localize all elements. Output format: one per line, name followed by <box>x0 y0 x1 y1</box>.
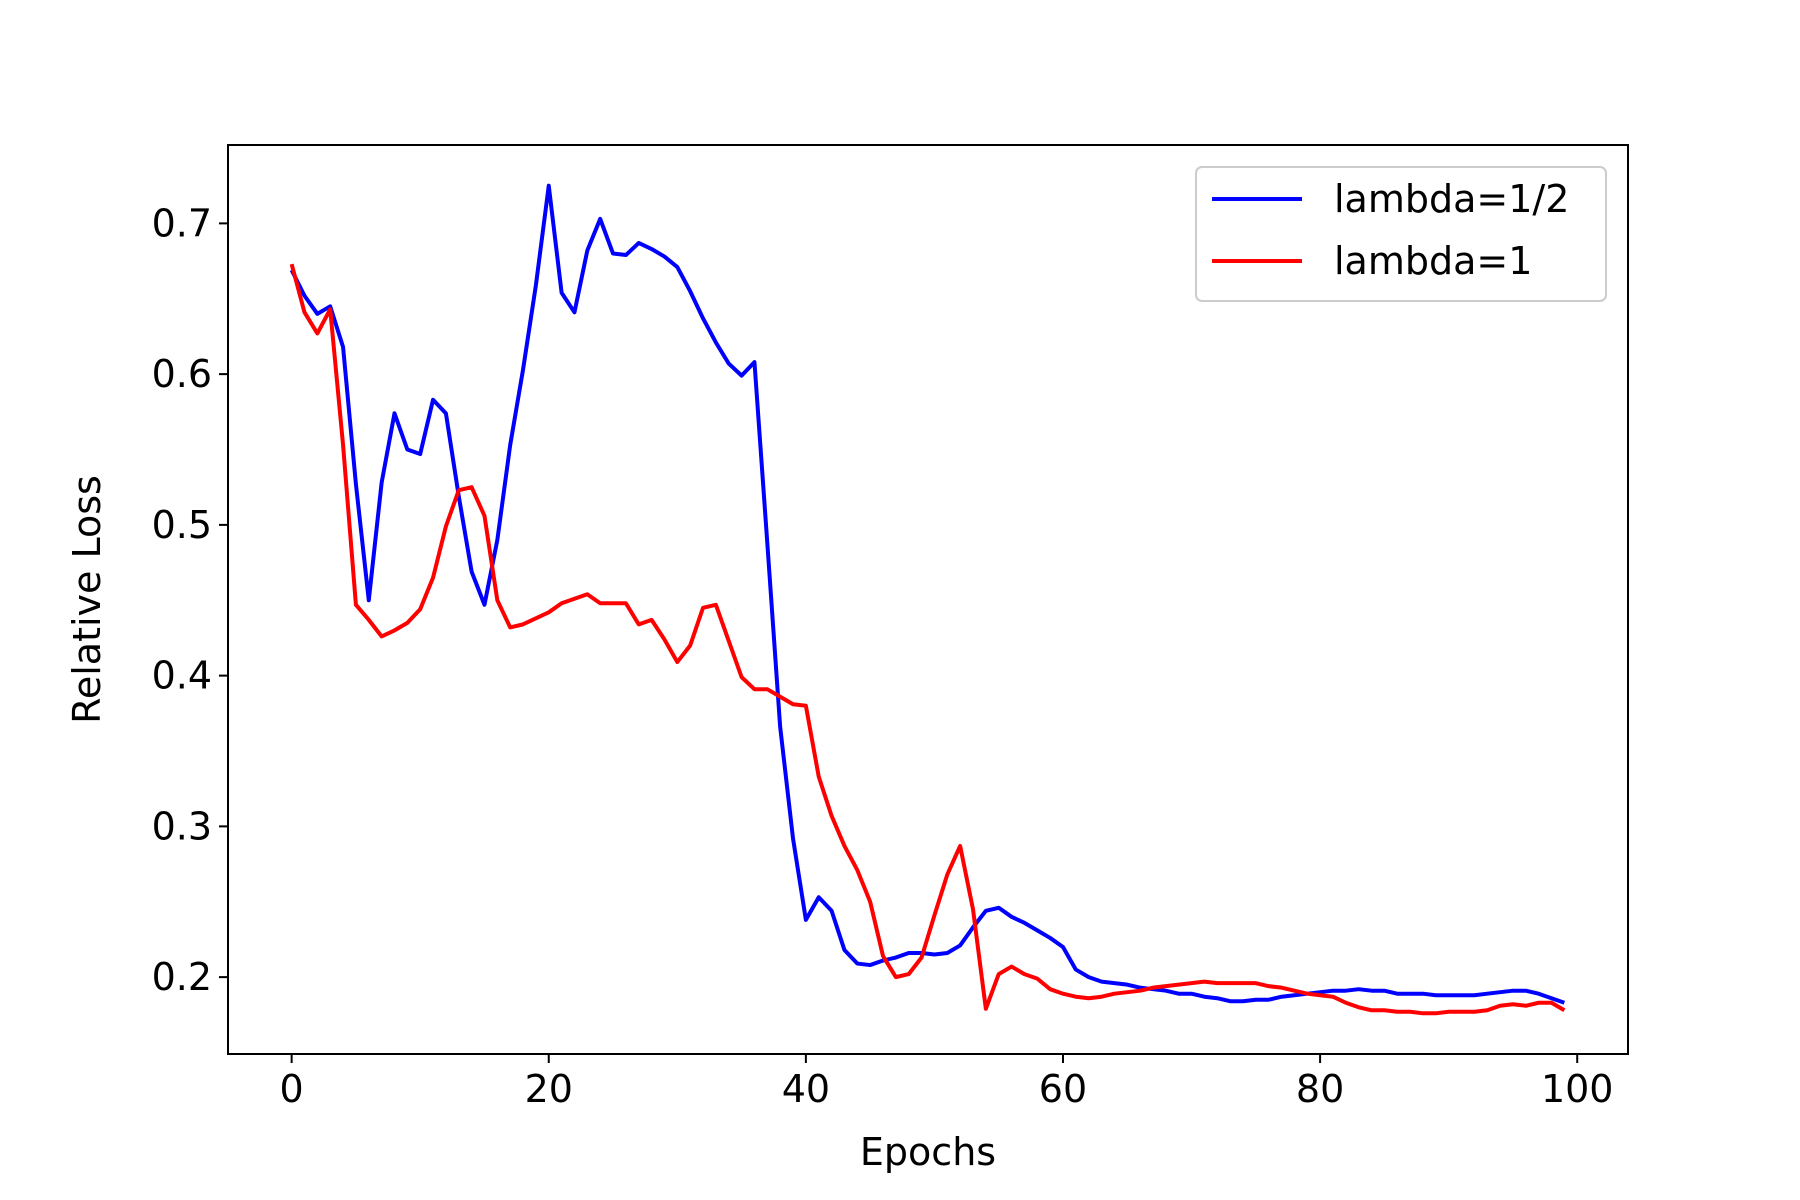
y-tick-label: 0.3 <box>152 804 212 848</box>
y-tick-label: 0.2 <box>152 955 212 999</box>
series-line-lambda-half <box>289 183 1566 1005</box>
x-axis-ticks: 0 20 40 60 80 100 <box>280 1054 1614 1111</box>
y-tick-label: 0.5 <box>152 503 212 547</box>
series-layer <box>289 183 1566 1016</box>
y-tick-label: 0.4 <box>152 654 212 698</box>
legend-label: lambda=1/2 <box>1334 177 1569 221</box>
y-axis-ticks: 0.2 0.3 0.4 0.5 0.6 0.7 <box>152 201 228 999</box>
series-line-lambda-one <box>289 263 1566 1016</box>
legend: lambda=1/2 lambda=1 <box>1195 166 1607 302</box>
y-axis-label: Relative Loss <box>65 475 109 724</box>
plot-frame <box>227 144 1629 1055</box>
x-tick-label: 40 <box>782 1067 830 1111</box>
y-tick-label: 0.6 <box>152 352 212 396</box>
x-tick-label: 20 <box>525 1067 573 1111</box>
x-tick-label: 0 <box>280 1067 304 1111</box>
x-tick-label: 80 <box>1296 1067 1344 1111</box>
x-tick-label: 100 <box>1541 1067 1614 1111</box>
x-axis-label: Epochs <box>860 1130 996 1174</box>
legend-label: lambda=1 <box>1334 239 1532 283</box>
y-tick-label: 0.7 <box>152 201 212 245</box>
x-tick-label: 60 <box>1039 1067 1087 1111</box>
